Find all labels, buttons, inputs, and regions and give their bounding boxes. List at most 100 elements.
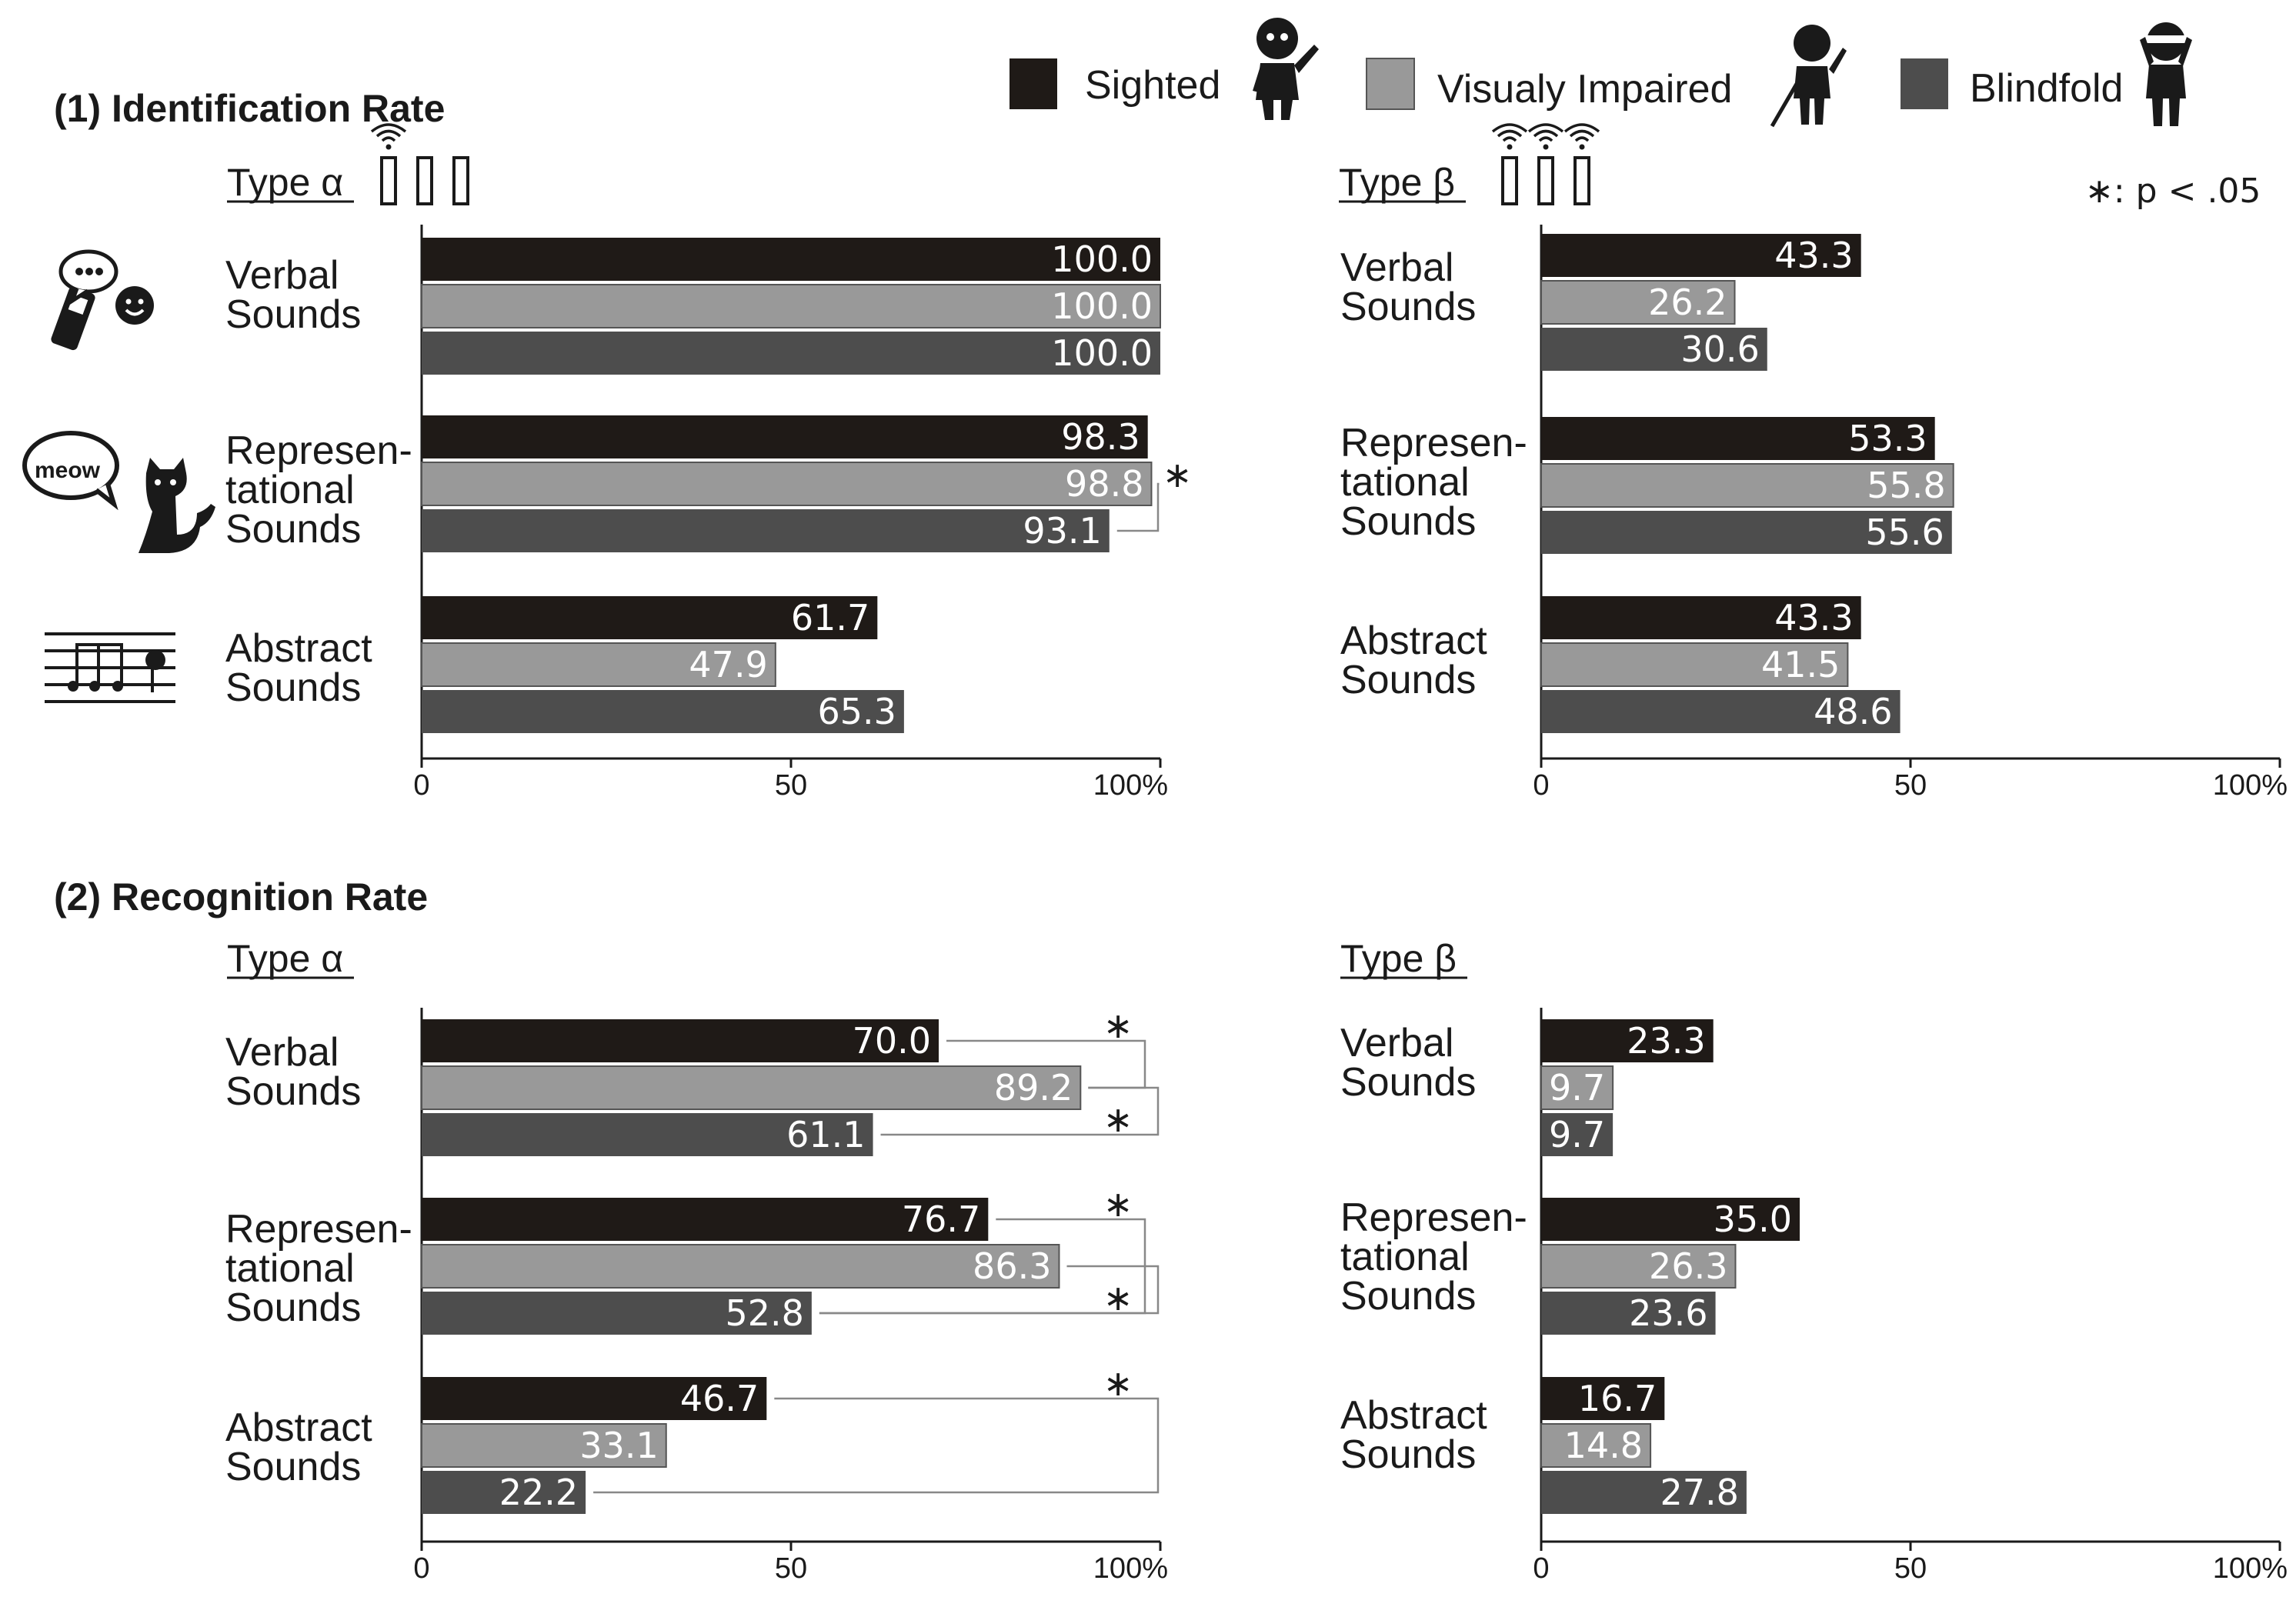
significance-star: ∗ [1103, 1362, 1133, 1404]
significance-star: ∗ [1103, 1183, 1133, 1225]
x-tick-label: 50 [775, 1552, 807, 1585]
sighted-person-icon [1253, 18, 1319, 120]
bar [421, 1244, 1060, 1289]
type-label: Type α [227, 937, 343, 980]
category-label-line: Verbal [1340, 1021, 1453, 1065]
category-label: Abstract Sounds [1340, 618, 1487, 702]
panel-label-1a: Type α [227, 123, 469, 205]
data-label: 52.8 [725, 1292, 803, 1334]
data-label: 70.0 [853, 1020, 931, 1062]
x-tick-label: 50 [1894, 769, 1927, 802]
category-label-line: Abstract [225, 626, 372, 671]
category-label-line: tational [1340, 1235, 1470, 1279]
bar [1541, 1198, 1800, 1241]
category-label-line: Sounds [225, 665, 361, 710]
bar [422, 596, 878, 639]
x-tick-label: 0 [1533, 1552, 1549, 1585]
bar [1541, 417, 1935, 460]
significance-bracket [593, 1397, 1160, 1494]
category-label-line: Represen- [225, 1207, 412, 1252]
panel-label-2b: Type β [1340, 937, 1467, 980]
category-label-line: Abstract [225, 1405, 372, 1450]
data-label: 16.7 [1578, 1378, 1657, 1419]
panel-label-2a: Type α [227, 937, 354, 980]
data-label: 89.2 [994, 1067, 1073, 1109]
data-label: 100.0 [1051, 238, 1153, 280]
category-label-line: Sounds [225, 507, 361, 552]
data-label: 61.7 [791, 597, 869, 638]
bar [422, 1471, 586, 1514]
blindfolded-person-icon [2140, 22, 2192, 126]
bar [422, 690, 904, 733]
panel-label-1b: Type β [1339, 123, 1600, 205]
abstract-sounds-icon [45, 632, 175, 703]
x-tick-label: 0 [413, 1552, 429, 1585]
bar [422, 332, 1160, 375]
category-label-line: Abstract [1340, 618, 1487, 663]
data-label: 61.1 [786, 1114, 865, 1155]
category-label: Abstract Sounds [225, 626, 372, 710]
bar [422, 1377, 767, 1420]
bar [1541, 690, 1901, 733]
significance-bracket [1116, 482, 1160, 532]
data-label: 43.3 [1774, 597, 1853, 638]
bar [1540, 280, 1736, 325]
data-label: 33.1 [579, 1425, 658, 1466]
category-label-line: Sounds [225, 1285, 361, 1330]
bar [422, 238, 1160, 281]
category-label-line: Sounds [1340, 499, 1476, 544]
category-label-line: tational [225, 1246, 355, 1291]
section-title-identification: (1) Identification Rate [54, 87, 445, 130]
data-label: 46.7 [680, 1378, 759, 1419]
legend-swatch-visualy-impaired [1366, 58, 1415, 110]
category-label: Verbal Sounds [1340, 245, 1476, 329]
data-label: 35.0 [1714, 1199, 1792, 1240]
data-label: 48.6 [1814, 691, 1892, 732]
data-label: 65.3 [817, 691, 896, 732]
category-label: Represen-tational Sounds [1340, 1195, 1527, 1319]
data-label: 26.3 [1649, 1245, 1727, 1287]
category-label-line: Abstract [1340, 1393, 1487, 1438]
category-label-line: Sounds [1340, 658, 1476, 702]
bar [1541, 1377, 1665, 1420]
data-label: 98.3 [1061, 416, 1140, 458]
significance-star: ∗ [1103, 1277, 1133, 1319]
legend-label-sighted: Sighted [1085, 63, 1220, 108]
significance-star: ∗ [1103, 1099, 1133, 1140]
data-label: 55.8 [1867, 465, 1945, 506]
x-tick-label: 100% [1093, 1552, 1168, 1585]
bar [422, 1292, 812, 1335]
bar [1541, 1471, 1747, 1514]
data-label: 9.7 [1549, 1114, 1605, 1155]
bar [1541, 511, 1952, 554]
bar [421, 462, 1153, 506]
x-tick-label: 0 [413, 769, 429, 802]
category-label-line: Sounds [225, 292, 361, 337]
speaker-wave-icon [1491, 123, 1600, 205]
representational-sounds-icon: meow [22, 431, 215, 553]
category-label-line: tational [1340, 460, 1470, 505]
bar [1541, 596, 1861, 639]
bar [1541, 328, 1767, 371]
data-label: 98.8 [1065, 463, 1143, 505]
x-tick-label: 100% [2213, 1552, 2288, 1585]
bar [422, 1019, 939, 1062]
x-tick-label: 100% [1093, 769, 1168, 802]
significance-bracket [819, 1265, 1160, 1315]
data-label: 53.3 [1848, 418, 1927, 459]
data-label: 27.8 [1660, 1472, 1738, 1513]
x-tick-label: 100% [2213, 769, 2288, 802]
bar [422, 509, 1110, 552]
category-label-line: Verbal [225, 253, 339, 298]
data-label: 55.6 [1865, 512, 1944, 553]
category-label-line: Sounds [1340, 1060, 1476, 1105]
bar [422, 1198, 989, 1241]
bar [1541, 1113, 1614, 1156]
legend-swatch-blindfold [1901, 58, 1948, 109]
legend-label-visualy-impaired: Visualy Impaired [1437, 67, 1732, 112]
data-label: 43.3 [1774, 235, 1853, 276]
bar [422, 1113, 873, 1156]
category-label: Verbal Sounds [1340, 1021, 1476, 1105]
verbal-sounds-icon [51, 249, 154, 351]
